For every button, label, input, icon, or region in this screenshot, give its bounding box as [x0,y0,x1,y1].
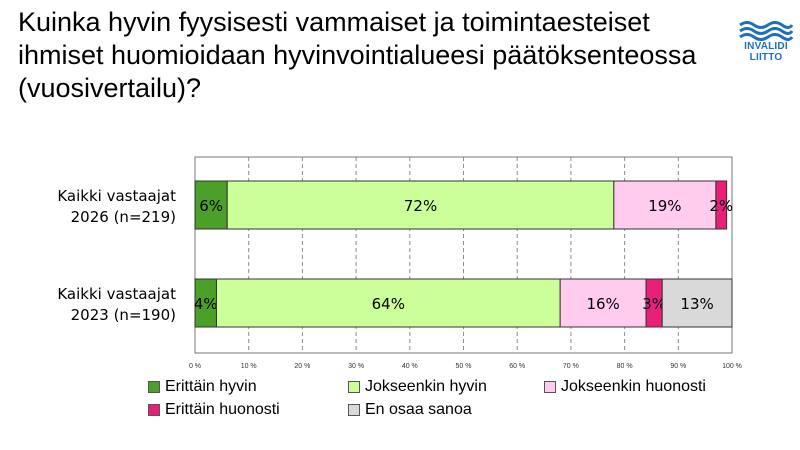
bar-segment [661,278,733,328]
legend-label: Erittäin huonosti [165,401,280,418]
x-tick-label: 50 % [456,363,472,370]
x-tick-label: 30 % [348,363,364,370]
legend-swatch [148,381,160,393]
data-label: 72% [404,197,437,215]
legend-swatch [148,404,160,416]
x-tick-label: 70 % [563,363,579,370]
legend-swatch [348,404,360,416]
legend-item: En osaa sanoa [348,401,472,419]
data-label: 3% [642,295,666,313]
legend-item: Jokseenkin huonosti [544,378,706,396]
category-label: Kaikki vastaajat [57,285,176,303]
logo-line-2: LIITTO [749,52,783,63]
legend-swatch [544,381,556,393]
x-tick-label: 20 % [294,363,310,370]
data-label: 19% [648,197,681,215]
legend-label: Erittäin hyvin [165,378,257,395]
logo-line-1: INVALIDI [744,41,788,52]
category-label: 2026 (n=219) [71,208,176,226]
legend-label: Jokseenkin hyvin [365,378,487,395]
bar-segment [194,180,228,230]
legend-item: Erittäin huonosti [148,401,280,419]
category-label: 2023 (n=190) [71,306,176,324]
x-tick-label: 80 % [617,363,633,370]
x-tick-label: 100 % [722,363,742,370]
legend-item: Jokseenkin hyvin [348,378,487,396]
data-label: 64% [372,295,405,313]
category-label: Kaikki vastaajat [57,187,176,205]
bar-segment [559,278,647,328]
invalidiliitto-logo: INVALIDI LIITTO [736,20,796,70]
legend-label: Jokseenkin huonosti [561,378,706,395]
legend-swatch [348,381,360,393]
x-tick-label: 10 % [241,363,257,370]
x-tick-label: 0 % [189,363,201,370]
x-tick-label: 90 % [670,363,686,370]
bar-segment [226,180,615,230]
data-label: 4% [194,295,218,313]
data-label: 13% [680,295,713,313]
data-label: 6% [199,197,223,215]
legend-item: Erittäin hyvin [148,378,257,396]
bar-segment [613,180,717,230]
stacked-bar-chart: 0 % 10 % 20 % 30 % 40 % 50 % 60 % 70 % 80 % 90 % 1… [57,156,742,370]
data-label: 16% [586,295,619,313]
x-tick-label: 40 % [402,363,418,370]
x-tick-label: 60 % [509,363,525,370]
bar-segment [215,278,561,328]
data-label: 2% [709,197,733,215]
chart-title: Kuinka hyvin fyysisesti vammaiset ja toi… [18,7,697,103]
bar-segment [715,180,728,230]
waves-logo-icon [739,21,794,41]
legend-label: En osaa sanoa [365,401,472,418]
